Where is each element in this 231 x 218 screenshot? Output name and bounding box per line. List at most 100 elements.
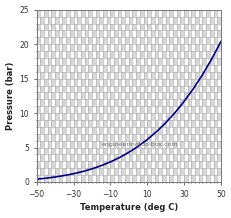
Bar [36, 134, 40, 141]
Bar [88, 51, 91, 58]
Bar [51, 92, 55, 99]
Bar [73, 10, 77, 17]
Bar [179, 44, 183, 51]
Bar [40, 17, 44, 24]
Bar [44, 24, 48, 31]
Bar [205, 79, 209, 85]
Bar [139, 148, 143, 154]
Bar [216, 154, 220, 161]
Bar [143, 58, 146, 65]
Bar [132, 120, 136, 127]
Bar [106, 85, 110, 92]
Bar [70, 99, 73, 106]
Bar [143, 72, 146, 79]
Bar [51, 10, 55, 17]
Bar [114, 99, 117, 106]
Bar [161, 10, 165, 17]
Bar [132, 134, 136, 141]
Bar [99, 99, 103, 106]
Bar [172, 17, 176, 24]
Bar [191, 106, 194, 113]
Bar [143, 44, 146, 51]
Bar [88, 134, 91, 141]
Bar [99, 72, 103, 79]
Bar [143, 127, 146, 134]
Bar [213, 37, 216, 44]
Bar [169, 148, 172, 154]
Bar [143, 85, 146, 92]
Bar [128, 168, 132, 175]
Bar [51, 161, 55, 168]
Bar [73, 24, 77, 31]
Bar [176, 65, 179, 72]
Bar [66, 92, 70, 99]
Bar [99, 58, 103, 65]
Bar [176, 148, 179, 154]
Bar [66, 134, 70, 141]
Bar [125, 120, 128, 127]
Bar [110, 92, 114, 99]
Bar [70, 127, 73, 134]
Bar [70, 154, 73, 161]
Bar [88, 148, 91, 154]
Bar [139, 161, 143, 168]
Bar [213, 134, 216, 141]
Bar [139, 120, 143, 127]
Bar [158, 168, 161, 175]
Bar [110, 65, 114, 72]
Bar [205, 175, 209, 182]
Bar [128, 113, 132, 120]
Bar [136, 44, 139, 51]
Bar [136, 113, 139, 120]
Bar [44, 10, 48, 17]
Bar [150, 113, 154, 120]
Bar [55, 31, 58, 37]
Bar [77, 113, 81, 120]
Bar [70, 168, 73, 175]
Bar [146, 148, 150, 154]
Bar [121, 58, 125, 65]
Bar [95, 148, 99, 154]
Bar [110, 134, 114, 141]
Bar [103, 148, 106, 154]
Bar [216, 127, 220, 134]
Bar [44, 161, 48, 168]
Bar [73, 106, 77, 113]
Bar [58, 120, 62, 127]
Bar [121, 99, 125, 106]
Bar [209, 85, 213, 92]
Bar [216, 85, 220, 92]
Bar [150, 17, 154, 24]
Bar [213, 175, 216, 182]
Bar [161, 175, 165, 182]
Bar [209, 72, 213, 79]
Bar [187, 31, 191, 37]
Bar [143, 154, 146, 161]
Bar [158, 99, 161, 106]
Bar [36, 92, 40, 99]
Bar [114, 113, 117, 120]
Bar [117, 37, 121, 44]
Bar [51, 106, 55, 113]
Bar [106, 168, 110, 175]
Bar [176, 37, 179, 44]
Bar [40, 168, 44, 175]
Bar [146, 92, 150, 99]
Bar [143, 141, 146, 148]
Bar [62, 99, 66, 106]
Bar [128, 31, 132, 37]
Bar [216, 31, 220, 37]
Bar [209, 58, 213, 65]
Bar [121, 31, 125, 37]
Bar [158, 44, 161, 51]
Bar [161, 37, 165, 44]
Bar [55, 17, 58, 24]
Bar [95, 134, 99, 141]
Bar [172, 141, 176, 148]
Bar [55, 72, 58, 79]
Bar [154, 37, 158, 44]
Bar [117, 65, 121, 72]
Bar [66, 175, 70, 182]
Bar [194, 17, 198, 24]
Bar [51, 79, 55, 85]
